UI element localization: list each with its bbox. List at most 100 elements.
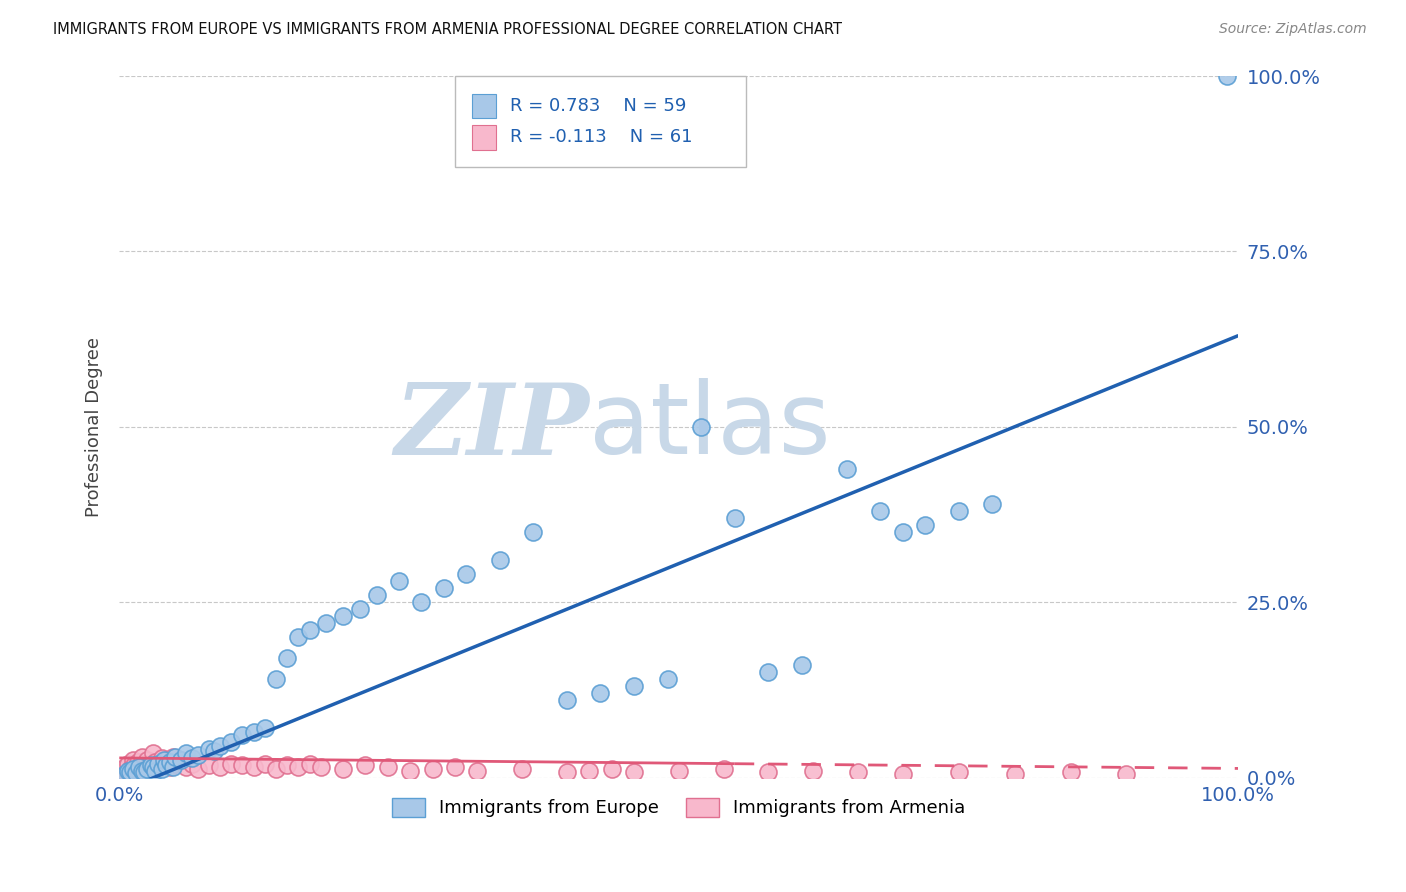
Point — [114, 767, 136, 781]
Point — [690, 419, 713, 434]
Point — [1059, 764, 1081, 779]
Point — [219, 756, 242, 771]
Point — [125, 765, 148, 780]
Point — [162, 760, 184, 774]
Point — [165, 756, 187, 771]
Point — [187, 748, 209, 763]
Point — [131, 749, 153, 764]
Point — [176, 746, 198, 760]
Point — [155, 753, 177, 767]
Point — [253, 722, 276, 736]
Point — [713, 762, 735, 776]
Point — [589, 686, 612, 700]
Point — [115, 764, 138, 779]
Point — [555, 764, 578, 779]
Text: IMMIGRANTS FROM EUROPE VS IMMIGRANTS FROM ARMENIA PROFESSIONAL DEGREE CORRELATIO: IMMIGRANTS FROM EUROPE VS IMMIGRANTS FRO… — [53, 22, 842, 37]
Point — [132, 756, 155, 771]
Text: ZIP: ZIP — [394, 378, 589, 475]
Point — [231, 729, 253, 743]
Point — [1216, 69, 1239, 83]
Point — [122, 758, 145, 772]
Point — [578, 764, 600, 778]
Point — [125, 764, 148, 778]
Point — [128, 760, 150, 774]
Point — [198, 742, 221, 756]
Bar — [472, 94, 496, 118]
Point — [148, 756, 170, 771]
Text: R = -0.113    N = 61: R = -0.113 N = 61 — [510, 128, 692, 146]
Point — [143, 764, 166, 778]
Point — [835, 462, 858, 476]
Point — [354, 758, 377, 772]
Point — [315, 616, 337, 631]
Point — [724, 511, 747, 525]
Point — [467, 764, 489, 778]
Point — [181, 751, 204, 765]
Point — [135, 762, 157, 776]
Point — [488, 553, 510, 567]
Point — [242, 725, 264, 739]
Point — [981, 497, 1004, 511]
Point — [136, 762, 159, 776]
Point — [510, 762, 533, 776]
Point — [264, 673, 287, 687]
Text: Source: ZipAtlas.com: Source: ZipAtlas.com — [1219, 22, 1367, 37]
Point — [276, 651, 298, 665]
Point — [117, 764, 139, 778]
Point — [155, 758, 177, 772]
Point — [111, 764, 134, 778]
Point — [121, 762, 143, 776]
Point — [150, 762, 173, 776]
Point — [756, 665, 779, 680]
Point — [131, 764, 153, 778]
Point — [846, 764, 869, 779]
Point — [162, 749, 184, 764]
Point — [456, 567, 478, 582]
Point — [264, 762, 287, 776]
Point — [142, 746, 165, 760]
Point — [121, 753, 143, 767]
Point — [948, 764, 970, 779]
Point — [208, 739, 231, 753]
Point — [555, 693, 578, 707]
Y-axis label: Professional Degree: Professional Degree — [86, 337, 103, 516]
Point — [117, 756, 139, 771]
Point — [377, 760, 399, 774]
Point — [120, 764, 142, 779]
Point — [623, 764, 645, 779]
Point — [1115, 767, 1137, 781]
Point — [433, 581, 456, 595]
Point — [522, 524, 544, 539]
Point — [120, 762, 142, 776]
Point — [253, 756, 276, 771]
Text: R = 0.783    N = 59: R = 0.783 N = 59 — [510, 97, 686, 115]
Point — [143, 755, 166, 769]
Point — [948, 504, 970, 518]
Point — [623, 679, 645, 693]
Point — [159, 755, 181, 769]
Point — [332, 762, 354, 776]
Point — [208, 760, 231, 774]
Point — [1004, 767, 1026, 781]
Point — [153, 753, 176, 767]
Point — [298, 624, 321, 638]
Point — [187, 762, 209, 776]
Point — [668, 764, 690, 778]
Point — [138, 758, 160, 772]
Point — [165, 749, 187, 764]
Point — [399, 764, 422, 778]
Point — [657, 673, 679, 687]
Point — [114, 760, 136, 774]
Point — [914, 518, 936, 533]
Point — [332, 609, 354, 624]
Point — [801, 764, 824, 778]
Text: atlas: atlas — [589, 378, 831, 475]
Point — [153, 756, 176, 771]
Point — [150, 751, 173, 765]
FancyBboxPatch shape — [456, 76, 747, 167]
Point — [287, 760, 309, 774]
Point — [128, 760, 150, 774]
Point — [231, 758, 253, 772]
Point — [891, 524, 914, 539]
Point — [148, 760, 170, 774]
